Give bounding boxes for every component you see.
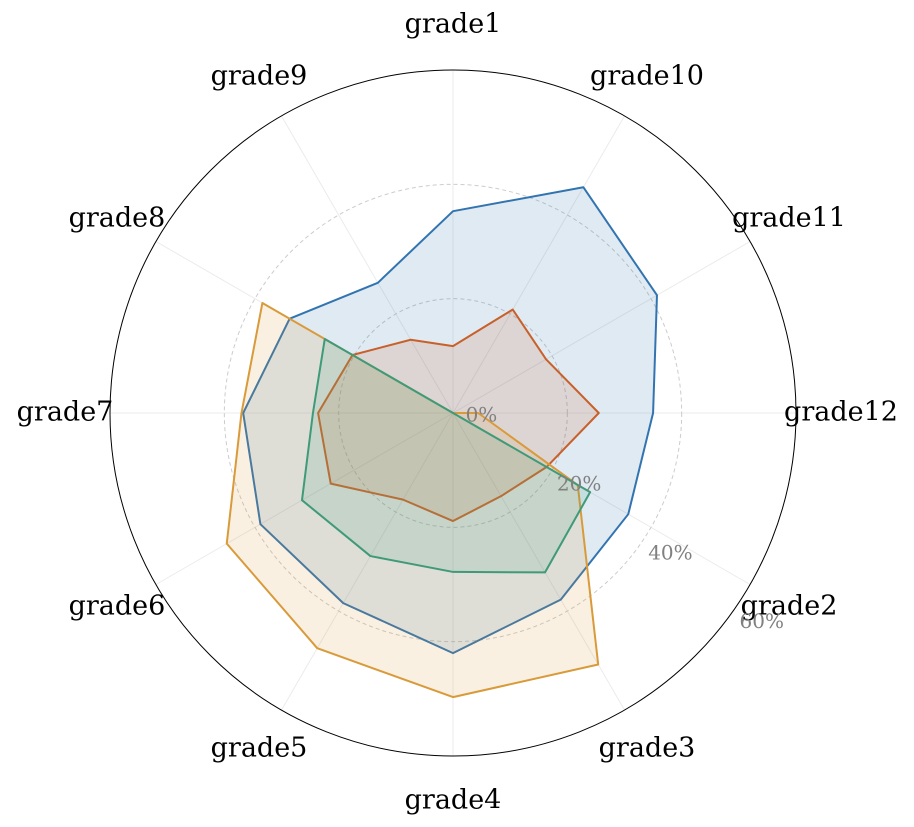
spoke [281, 115, 454, 414]
spoke [281, 412, 454, 711]
r-tick-label: 60% [740, 609, 784, 633]
grid-circle [338, 298, 568, 528]
category-label: grade12 [784, 397, 898, 428]
category-label: grade4 [405, 785, 502, 816]
category-label: grade1 [405, 9, 502, 40]
grid-circle [223, 183, 683, 643]
series-line [225, 301, 600, 699]
spoke [155, 412, 454, 585]
category-label: grade6 [69, 591, 166, 622]
category-label: grade9 [211, 60, 308, 91]
category-label: grade2 [741, 591, 838, 622]
category-label: grade8 [69, 203, 166, 234]
spoke [452, 412, 625, 711]
category-label: grade3 [599, 733, 696, 764]
category-label: grade10 [590, 60, 704, 91]
r-tick-label: 0% [466, 403, 498, 427]
series-line [301, 337, 592, 574]
series-area [226, 302, 599, 698]
category-label: grade5 [211, 733, 308, 764]
outer-circle [109, 69, 797, 757]
category-label: grade7 [17, 397, 114, 428]
category-label: grade11 [732, 203, 846, 234]
spoke [452, 241, 751, 414]
spoke [452, 115, 625, 414]
r-tick-label: 40% [648, 540, 692, 564]
series-area [302, 338, 591, 573]
r-tick-label: 20% [557, 472, 601, 496]
